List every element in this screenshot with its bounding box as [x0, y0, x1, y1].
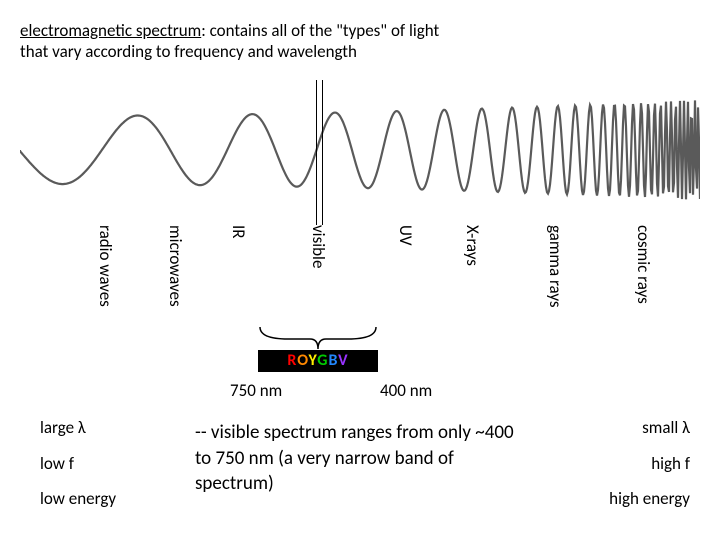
- visible-marker-lines: [316, 80, 326, 225]
- left-properties: large λ low f low energy: [40, 410, 116, 517]
- roygbv-letter: R: [287, 351, 297, 370]
- prop-large-lambda: large λ: [40, 410, 116, 446]
- spectrum-labels: radio waves microwaves IR visible UV X-rays ga…: [20, 225, 700, 325]
- roygbv-letter: Y: [309, 351, 318, 370]
- spectrum-label: X-rays: [462, 225, 483, 266]
- spectrum-label: cosmic rays: [633, 225, 654, 304]
- prop-small-lambda: small λ: [609, 410, 690, 446]
- visible-spectrum-note: -- visible spectrum ranges from only ~40…: [195, 420, 515, 497]
- spectrum-label: radio waves: [95, 225, 116, 307]
- spectrum-label: IR: [228, 225, 249, 239]
- prop-high-energy: high energy: [609, 481, 690, 517]
- roygbv-letter: B: [328, 351, 338, 370]
- roygbv-letter: G: [317, 351, 328, 370]
- title-term: electromagnetic spectrum: [20, 20, 201, 41]
- spectrum-label: UV: [395, 225, 416, 246]
- roygbv-letter: V: [338, 351, 348, 370]
- prop-low-f: low f: [40, 446, 116, 482]
- wave-diagram: [20, 80, 700, 220]
- prop-low-energy: low energy: [40, 481, 116, 517]
- right-properties: small λ high f high energy: [609, 410, 690, 517]
- visible-brace: [258, 325, 378, 351]
- wavelength-right: 400 nm: [380, 380, 432, 401]
- spectrum-label: microwaves: [165, 225, 186, 307]
- spectrum-label: visible: [308, 225, 329, 268]
- roygbv-strip: ROYGBV: [258, 350, 378, 372]
- diagram-title: electromagnetic spectrum: contains all o…: [20, 20, 450, 63]
- spectrum-label: gamma rays: [545, 225, 566, 308]
- wavelength-left: 750 nm: [230, 380, 282, 401]
- prop-high-f: high f: [609, 446, 690, 482]
- roygbv-letter: O: [297, 351, 308, 370]
